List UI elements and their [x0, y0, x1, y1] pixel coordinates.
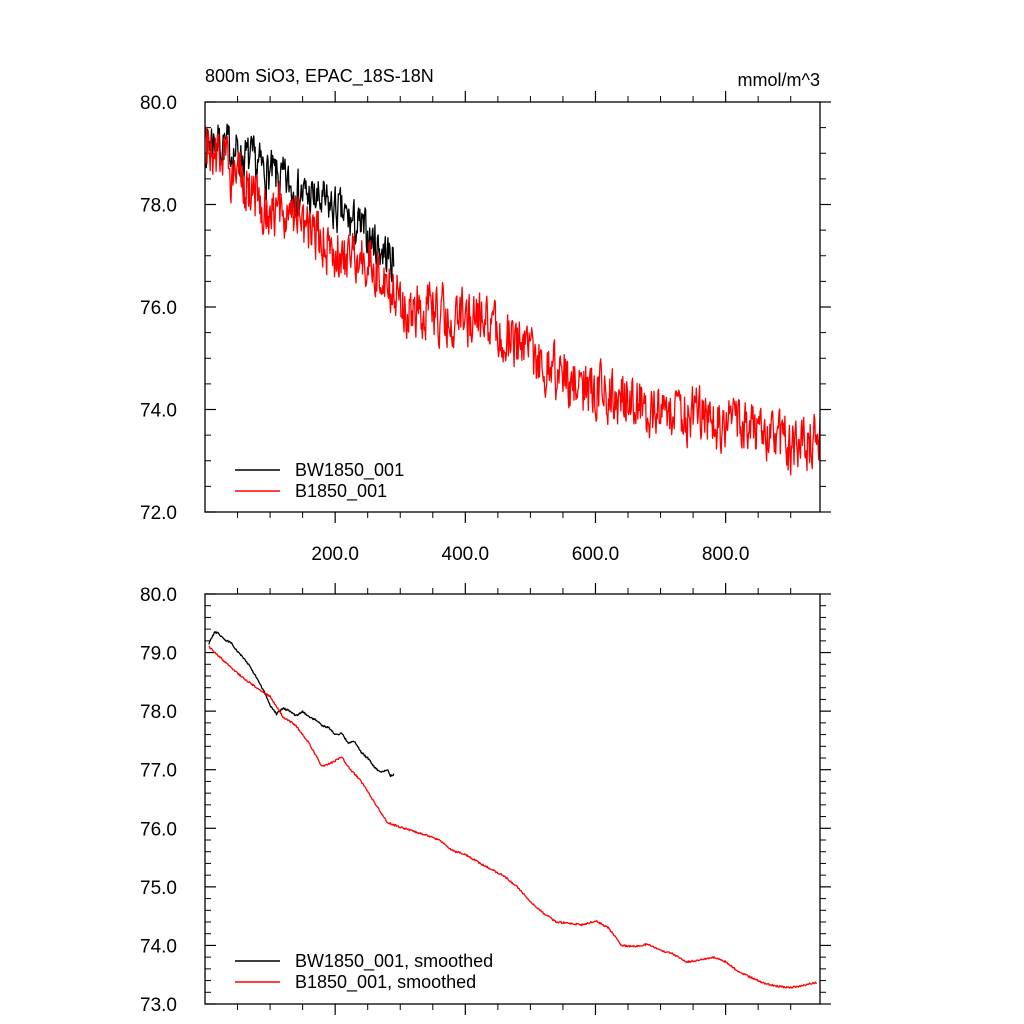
y-tick-labels: 73.0 74.0 75.0 76.0 77.0 78.0 79.0 80.0: [140, 585, 177, 1016]
legend-label-bw1850-smoothed: BW1850_001, smoothed: [295, 951, 493, 972]
series-line-b1850-001: [205, 126, 821, 476]
series-group: [205, 123, 821, 476]
series-group: [208, 631, 818, 989]
legend: BW1850_001 B1850_001: [235, 460, 404, 502]
y-tick-label: 80.0: [140, 93, 177, 114]
plot-frame: [204, 593, 821, 1005]
y-tick-label: 74.0: [140, 936, 177, 957]
y-tick-label: 76.0: [140, 819, 177, 840]
legend-label-bw1850: BW1850_001: [295, 460, 404, 481]
y-tick-label: 72.0: [140, 503, 177, 524]
x-tick-label: 200.0: [311, 544, 359, 565]
legend-label-b1850: B1850_001: [295, 481, 387, 502]
y-tick-label: 75.0: [140, 878, 177, 899]
y-tick-label: 73.0: [140, 995, 177, 1016]
x-tick-labels: 200.0 400.0 600.0 800.0: [311, 544, 749, 565]
x-tick-label: 400.0: [442, 544, 490, 565]
y-tick-label: 77.0: [140, 761, 177, 782]
series-line-bw1850-001-smoothed: [208, 631, 395, 778]
chart-title: 800m SiO3, EPAC_18S-18N: [205, 66, 434, 87]
series-line-bw1850-001: [205, 123, 395, 283]
y-tick-label: 76.0: [140, 298, 177, 319]
plot-frame: [204, 101, 821, 513]
y-tick-label: 79.0: [140, 644, 177, 665]
y-tick-label: 80.0: [140, 585, 177, 606]
y-tick-label: 78.0: [140, 702, 177, 723]
units-label: mmol/m^3: [738, 70, 820, 90]
legend: BW1850_001, smoothed B1850_001, smoothed: [235, 951, 493, 993]
x-tick-label: 600.0: [572, 544, 620, 565]
y-tick-labels: 72.0 74.0 76.0 78.0 80.0: [140, 93, 177, 524]
x-tick-label: 800.0: [702, 544, 750, 565]
y-tick-label: 74.0: [140, 401, 177, 422]
timeseries-panel-smoothed: 73.0 74.0 75.0 76.0 77.0 78.0 79.0 80.0 BW1850_…: [140, 583, 831, 1016]
y-tick-label: 78.0: [140, 196, 177, 217]
axis-ticks: [205, 91, 831, 523]
series-line-b1850-001-smoothed: [208, 645, 818, 989]
timeseries-panel-raw: 800m SiO3, EPAC_18S-18N mmol/m^3 72.0 74.…: [140, 66, 831, 565]
legend-label-b1850-smoothed: B1850_001, smoothed: [295, 972, 476, 993]
